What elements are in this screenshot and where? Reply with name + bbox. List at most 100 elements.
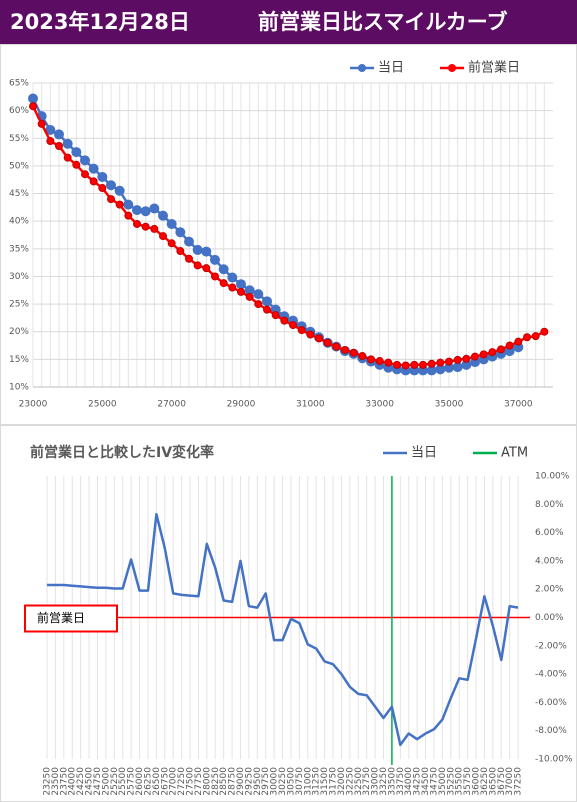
x-tick-label: 24000 bbox=[68, 767, 78, 796]
data-point bbox=[166, 218, 177, 229]
data-point bbox=[167, 239, 176, 248]
x-tick-label: 29000 bbox=[236, 767, 246, 796]
series-line bbox=[31, 105, 545, 367]
data-point bbox=[54, 129, 64, 140]
data-point bbox=[289, 321, 297, 330]
x-tick-label: 26500 bbox=[152, 767, 162, 796]
x-tick-label: 34750 bbox=[429, 767, 439, 796]
y-tick-label: 4.00% bbox=[535, 556, 564, 566]
x-tick-label: 29500 bbox=[253, 767, 263, 796]
data-point bbox=[531, 332, 540, 341]
y-tick-label: 8.00% bbox=[535, 500, 564, 510]
header-date: 2023年12月28日 bbox=[10, 10, 190, 34]
data-point bbox=[218, 264, 229, 275]
data-point bbox=[315, 334, 323, 343]
data-point bbox=[297, 326, 306, 335]
x-tick-label: 35250 bbox=[446, 767, 456, 796]
data-point bbox=[393, 360, 401, 369]
x-tick-label: 31000 bbox=[303, 767, 313, 796]
reference-label-box bbox=[24, 604, 118, 633]
x-tick-label: 26750 bbox=[160, 767, 170, 796]
data-point bbox=[401, 361, 410, 370]
x-tick-label: 30500 bbox=[286, 767, 296, 796]
y-tick-label: 15% bbox=[9, 355, 29, 365]
x-tick-label: 33000 bbox=[365, 400, 394, 410]
x-tick-label: 26000 bbox=[135, 767, 145, 796]
x-tick-label: 36750 bbox=[497, 767, 507, 796]
data-point bbox=[141, 222, 150, 231]
data-point bbox=[81, 170, 89, 179]
data-point bbox=[254, 300, 263, 309]
data-point bbox=[280, 316, 289, 325]
x-tick-label: 34500 bbox=[421, 767, 431, 796]
data-point bbox=[540, 327, 549, 336]
x-tick-label: 37000 bbox=[504, 400, 533, 410]
y-tick-label: 10% bbox=[9, 383, 29, 393]
x-tick-label: 30000 bbox=[270, 767, 280, 796]
x-tick-label: 32000 bbox=[337, 767, 347, 796]
data-point bbox=[419, 360, 427, 369]
data-point bbox=[384, 358, 393, 367]
data-point bbox=[80, 155, 90, 166]
data-point bbox=[28, 93, 38, 104]
data-point bbox=[63, 153, 72, 162]
legend-marker bbox=[448, 64, 457, 72]
data-point bbox=[115, 200, 124, 209]
data-point bbox=[505, 341, 514, 350]
x-tick-label: 37000 bbox=[505, 767, 515, 796]
data-point bbox=[488, 348, 497, 357]
data-point bbox=[341, 345, 349, 354]
data-point bbox=[237, 287, 245, 296]
x-tick-label: 25000 bbox=[88, 400, 117, 410]
x-tick-label: 37250 bbox=[514, 767, 524, 796]
data-point bbox=[497, 345, 505, 354]
data-point bbox=[445, 357, 453, 366]
data-point bbox=[349, 348, 358, 357]
data-point bbox=[140, 206, 151, 217]
x-tick-label: 29000 bbox=[227, 400, 256, 410]
data-point bbox=[367, 355, 375, 364]
x-tick-label: 29250 bbox=[244, 767, 254, 796]
x-tick-label: 33750 bbox=[396, 767, 406, 796]
x-tick-label: 31500 bbox=[320, 767, 330, 796]
data-point bbox=[219, 279, 228, 288]
data-point bbox=[185, 254, 193, 263]
data-point bbox=[97, 171, 108, 182]
y-tick-label: 60% bbox=[9, 106, 29, 116]
x-tick-label: 34250 bbox=[413, 767, 423, 796]
x-tick-label: 23750 bbox=[59, 767, 69, 796]
reference-label: 前営業日 bbox=[37, 610, 85, 625]
data-point bbox=[62, 138, 73, 149]
data-point bbox=[262, 296, 272, 307]
y-tick-label: 45% bbox=[9, 189, 29, 199]
header-bar bbox=[0, 0, 577, 44]
x-tick-label: 23250 bbox=[43, 767, 53, 796]
data-point bbox=[29, 102, 37, 111]
data-point bbox=[271, 311, 280, 320]
y-tick-label: -8.00% bbox=[535, 726, 567, 736]
data-point bbox=[192, 244, 203, 255]
chart-title: 前営業日と比較したIV変化率 bbox=[30, 444, 214, 461]
data-point bbox=[523, 333, 531, 342]
header-title: 前営業日比スマイルカーブ bbox=[258, 10, 507, 34]
x-tick-label: 27250 bbox=[177, 767, 187, 796]
x-tick-label: 23500 bbox=[51, 767, 61, 796]
data-point bbox=[114, 185, 125, 196]
x-tick-label: 28000 bbox=[202, 767, 212, 796]
data-point bbox=[479, 350, 488, 359]
series-line bbox=[47, 512, 519, 747]
data-point bbox=[211, 272, 219, 281]
x-tick-label: 27500 bbox=[186, 767, 196, 796]
data-point bbox=[88, 163, 99, 174]
x-tick-label: 30250 bbox=[278, 767, 288, 796]
data-point bbox=[202, 264, 211, 273]
x-tick-label: 24250 bbox=[76, 767, 86, 796]
data-point bbox=[201, 246, 212, 257]
y-tick-label: 2.00% bbox=[535, 585, 564, 595]
x-tick-label: 25250 bbox=[110, 767, 120, 796]
data-point bbox=[159, 232, 167, 241]
data-point bbox=[98, 184, 107, 193]
x-tick-label: 28250 bbox=[211, 767, 221, 796]
data-point bbox=[462, 354, 471, 363]
